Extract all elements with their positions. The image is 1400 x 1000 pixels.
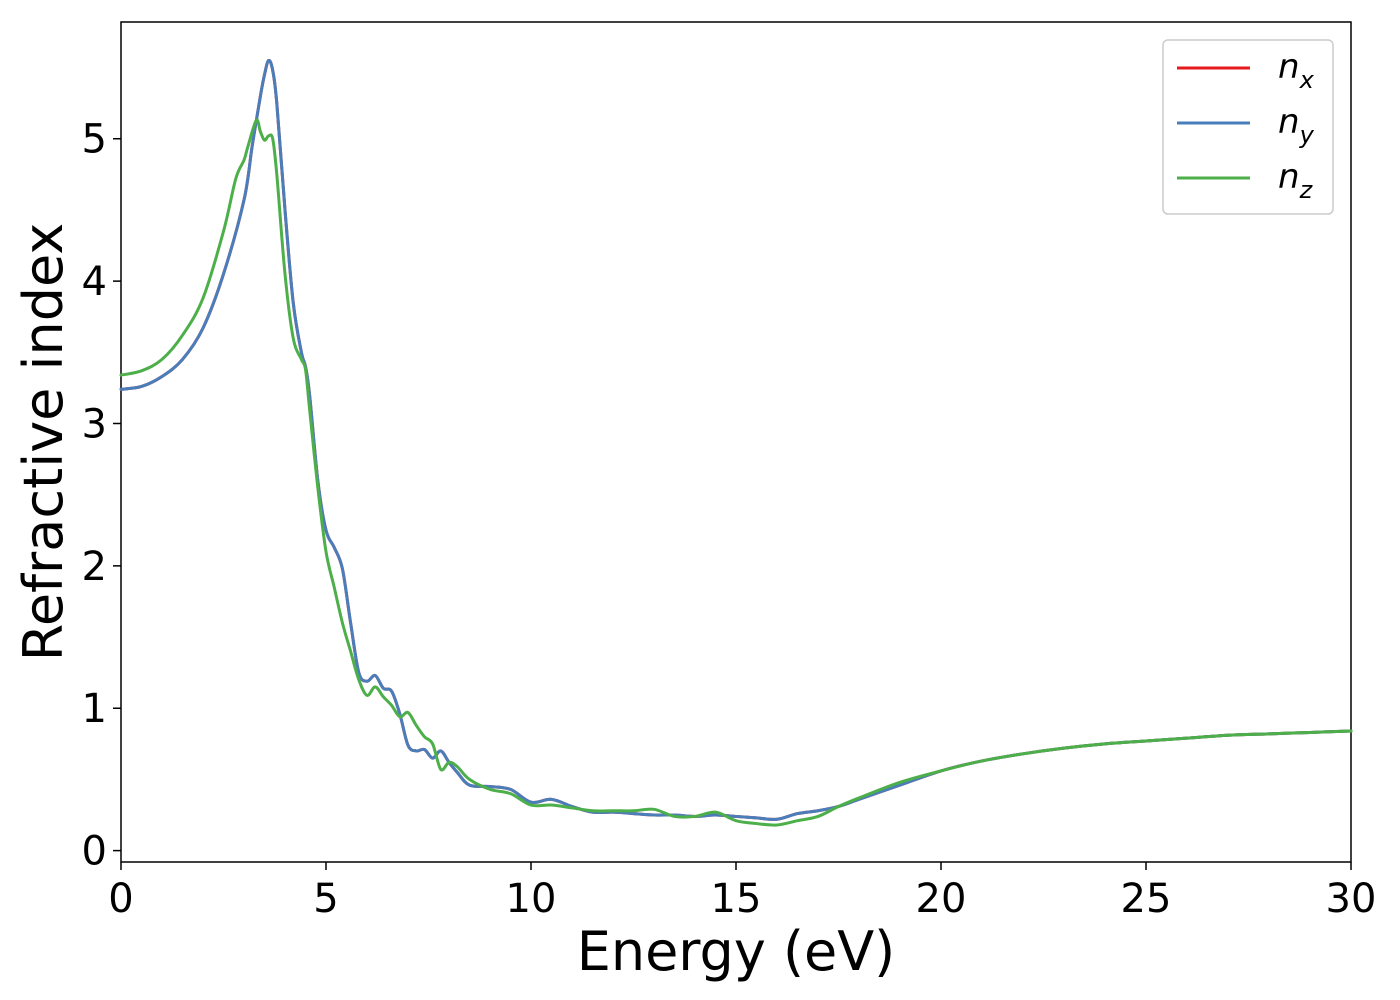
legend-frame	[1162, 39, 1334, 215]
x-tick-label: 30	[1326, 876, 1377, 922]
y-axis-ticks: 0 1 2 3 4 5	[82, 117, 121, 875]
legend: nx ny nz	[1162, 39, 1334, 215]
y-tick-label: 4	[82, 259, 107, 305]
x-tick-label: 25	[1121, 876, 1172, 922]
y-tick-label: 1	[82, 686, 107, 732]
x-tick-label: 15	[711, 876, 762, 922]
x-axis-title: Energy (eV)	[577, 920, 896, 983]
legend-label-nz: nz	[1278, 157, 1314, 204]
x-tick-label: 5	[313, 876, 338, 922]
y-axis-title: Refractive index	[12, 223, 75, 662]
x-tick-label: 10	[506, 876, 557, 922]
y-tick-label: 0	[82, 829, 107, 875]
x-tick-label: 20	[916, 876, 967, 922]
y-tick-label: 2	[82, 544, 107, 590]
series-layer	[119, 58, 1353, 827]
series-line-ny	[119, 58, 1353, 821]
x-tick-label: 0	[108, 876, 133, 922]
plot-area	[120, 21, 1352, 863]
series-line-nz	[119, 118, 1353, 827]
x-axis-ticks: 0 5 10 15 20 25 30	[108, 862, 1376, 922]
y-tick-label: 5	[82, 117, 107, 163]
legend-label-nx: nx	[1278, 47, 1315, 94]
legend-label-ny: ny	[1278, 102, 1315, 149]
y-tick-label: 3	[82, 401, 107, 447]
